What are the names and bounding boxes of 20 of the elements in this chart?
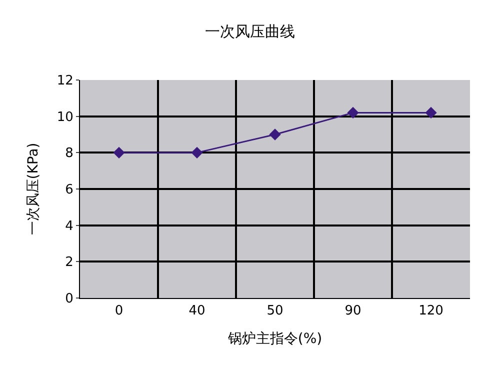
point — [347, 106, 359, 119]
x-tick-label: 0 — [114, 304, 124, 319]
point — [113, 146, 125, 159]
chart-title: 一次风压曲线 — [205, 22, 295, 40]
x-tick-label: 40 — [188, 304, 206, 319]
y-tick-label: 0 — [65, 292, 74, 307]
y-tick-label: 2 — [65, 255, 74, 270]
x-tick-label: 90 — [344, 304, 362, 319]
point — [425, 106, 437, 119]
y-tick-label: 6 — [65, 182, 74, 198]
y-tick-label: 10 — [56, 110, 74, 125]
point — [191, 146, 203, 159]
x-axis-title: 锅炉主指令(%) — [226, 330, 322, 347]
y-tick-label: 4 — [65, 218, 74, 234]
y-tick-label: 12 — [56, 74, 74, 89]
y-tick-label: 8 — [65, 146, 74, 162]
point — [269, 128, 281, 140]
y-axis-title: 一次风压(KPa) — [25, 142, 42, 236]
x-tick-label: 120 — [418, 304, 444, 319]
x-tick-label: 50 — [266, 304, 284, 319]
